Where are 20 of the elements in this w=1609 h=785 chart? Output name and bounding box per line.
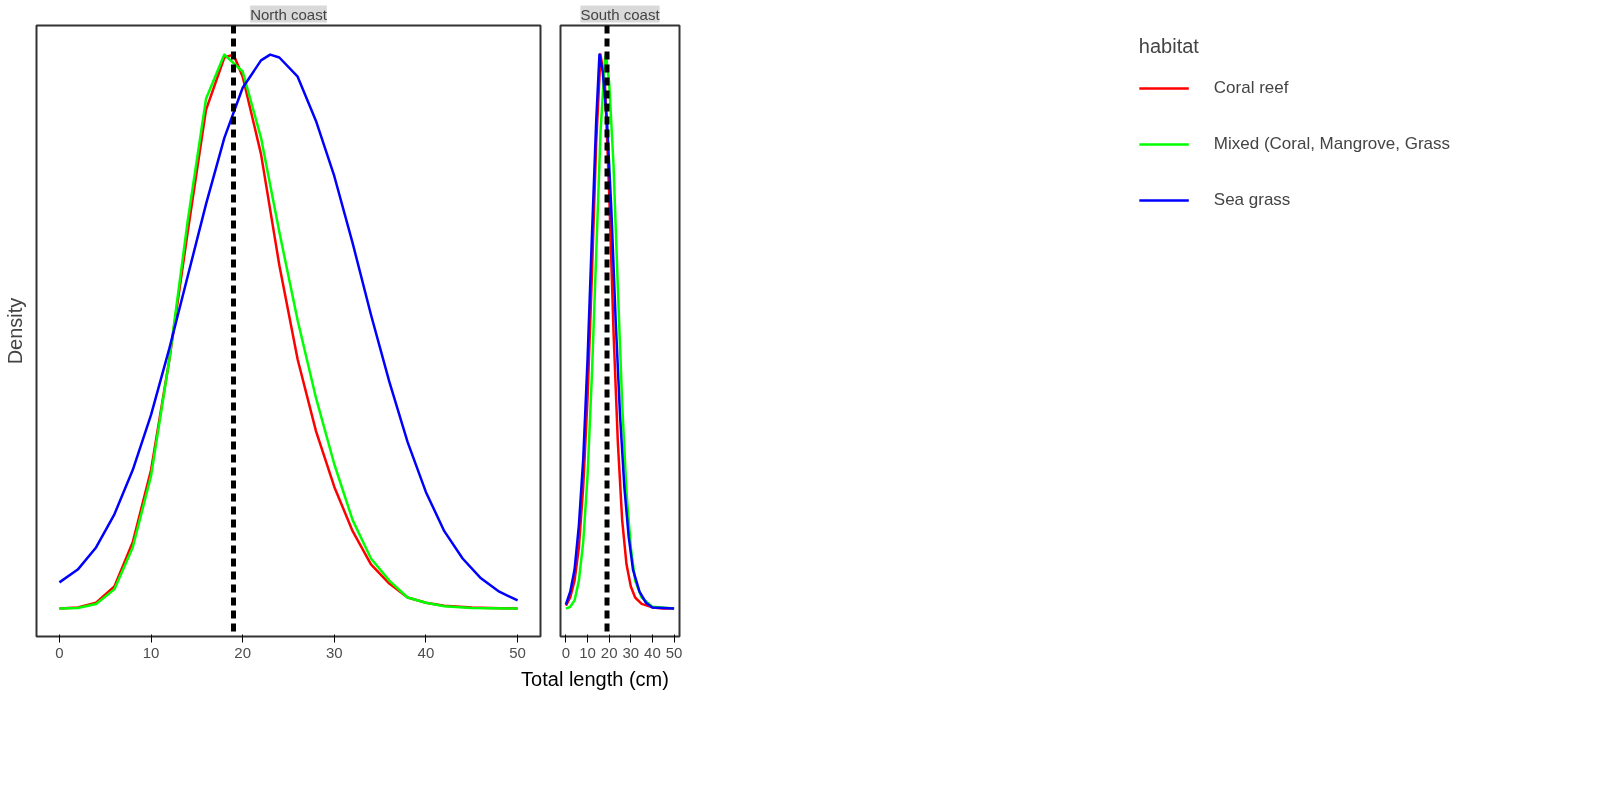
- chart-title: North coast: [250, 5, 328, 23]
- x-tick-label: 30: [325, 643, 343, 661]
- legend-label: Mixed (Coral, Mangrove, Grass: [1213, 134, 1450, 154]
- x-tick-label: 50: [665, 643, 683, 661]
- x-tick-label: 40: [417, 643, 435, 661]
- x-tick-label: 0: [55, 643, 64, 661]
- x-tick-label: 20: [234, 643, 252, 661]
- chart-title: South coast: [580, 5, 661, 23]
- x-axis-title: Total length (cm): [521, 667, 669, 692]
- x-tick-label: 20: [600, 643, 618, 661]
- x-tick-label: 10: [142, 643, 160, 661]
- legend-label: Coral reef: [1213, 78, 1289, 98]
- y-axis-title: Density: [3, 297, 26, 365]
- x-tick-label: 0: [561, 643, 571, 661]
- x-tick-label: 40: [644, 643, 661, 661]
- x-tick-label: 30: [622, 643, 640, 661]
- legend-title: habitat: [1138, 35, 1200, 58]
- legend-label: Sea grass: [1213, 190, 1291, 210]
- x-tick-label: 50: [509, 643, 526, 661]
- x-tick-label: 10: [579, 643, 596, 661]
